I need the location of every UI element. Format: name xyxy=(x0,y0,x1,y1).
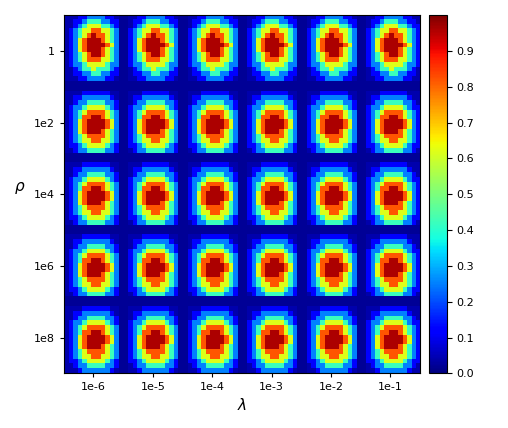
X-axis label: λ: λ xyxy=(237,398,246,413)
Y-axis label: ρ: ρ xyxy=(15,179,24,194)
